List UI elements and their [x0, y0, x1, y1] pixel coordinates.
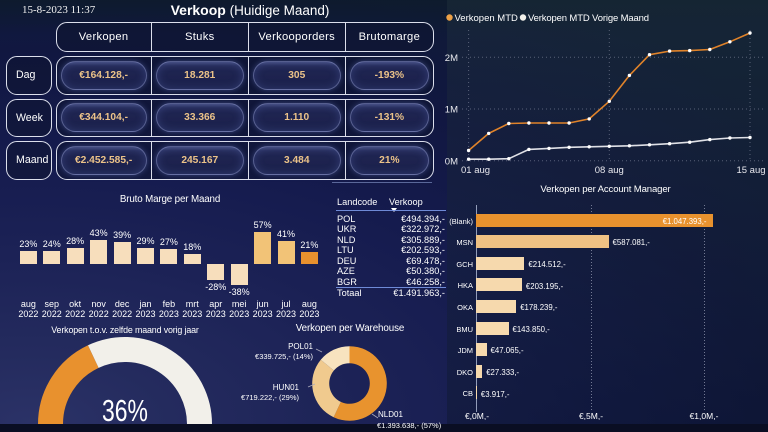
- svg-text:36%: 36%: [102, 393, 148, 424]
- svg-text:1M: 1M: [445, 105, 458, 116]
- svg-text:Verkopen MTD Vorige Maand: Verkopen MTD Vorige Maand: [528, 13, 649, 24]
- svg-text:15 aug: 15 aug: [736, 165, 765, 176]
- svg-text:0M: 0M: [445, 156, 458, 167]
- svg-text:08 aug: 08 aug: [595, 165, 624, 176]
- svg-text:01 aug: 01 aug: [461, 165, 490, 176]
- svg-text:Verkopen MTD: Verkopen MTD: [455, 13, 518, 24]
- svg-text:2M: 2M: [445, 53, 458, 64]
